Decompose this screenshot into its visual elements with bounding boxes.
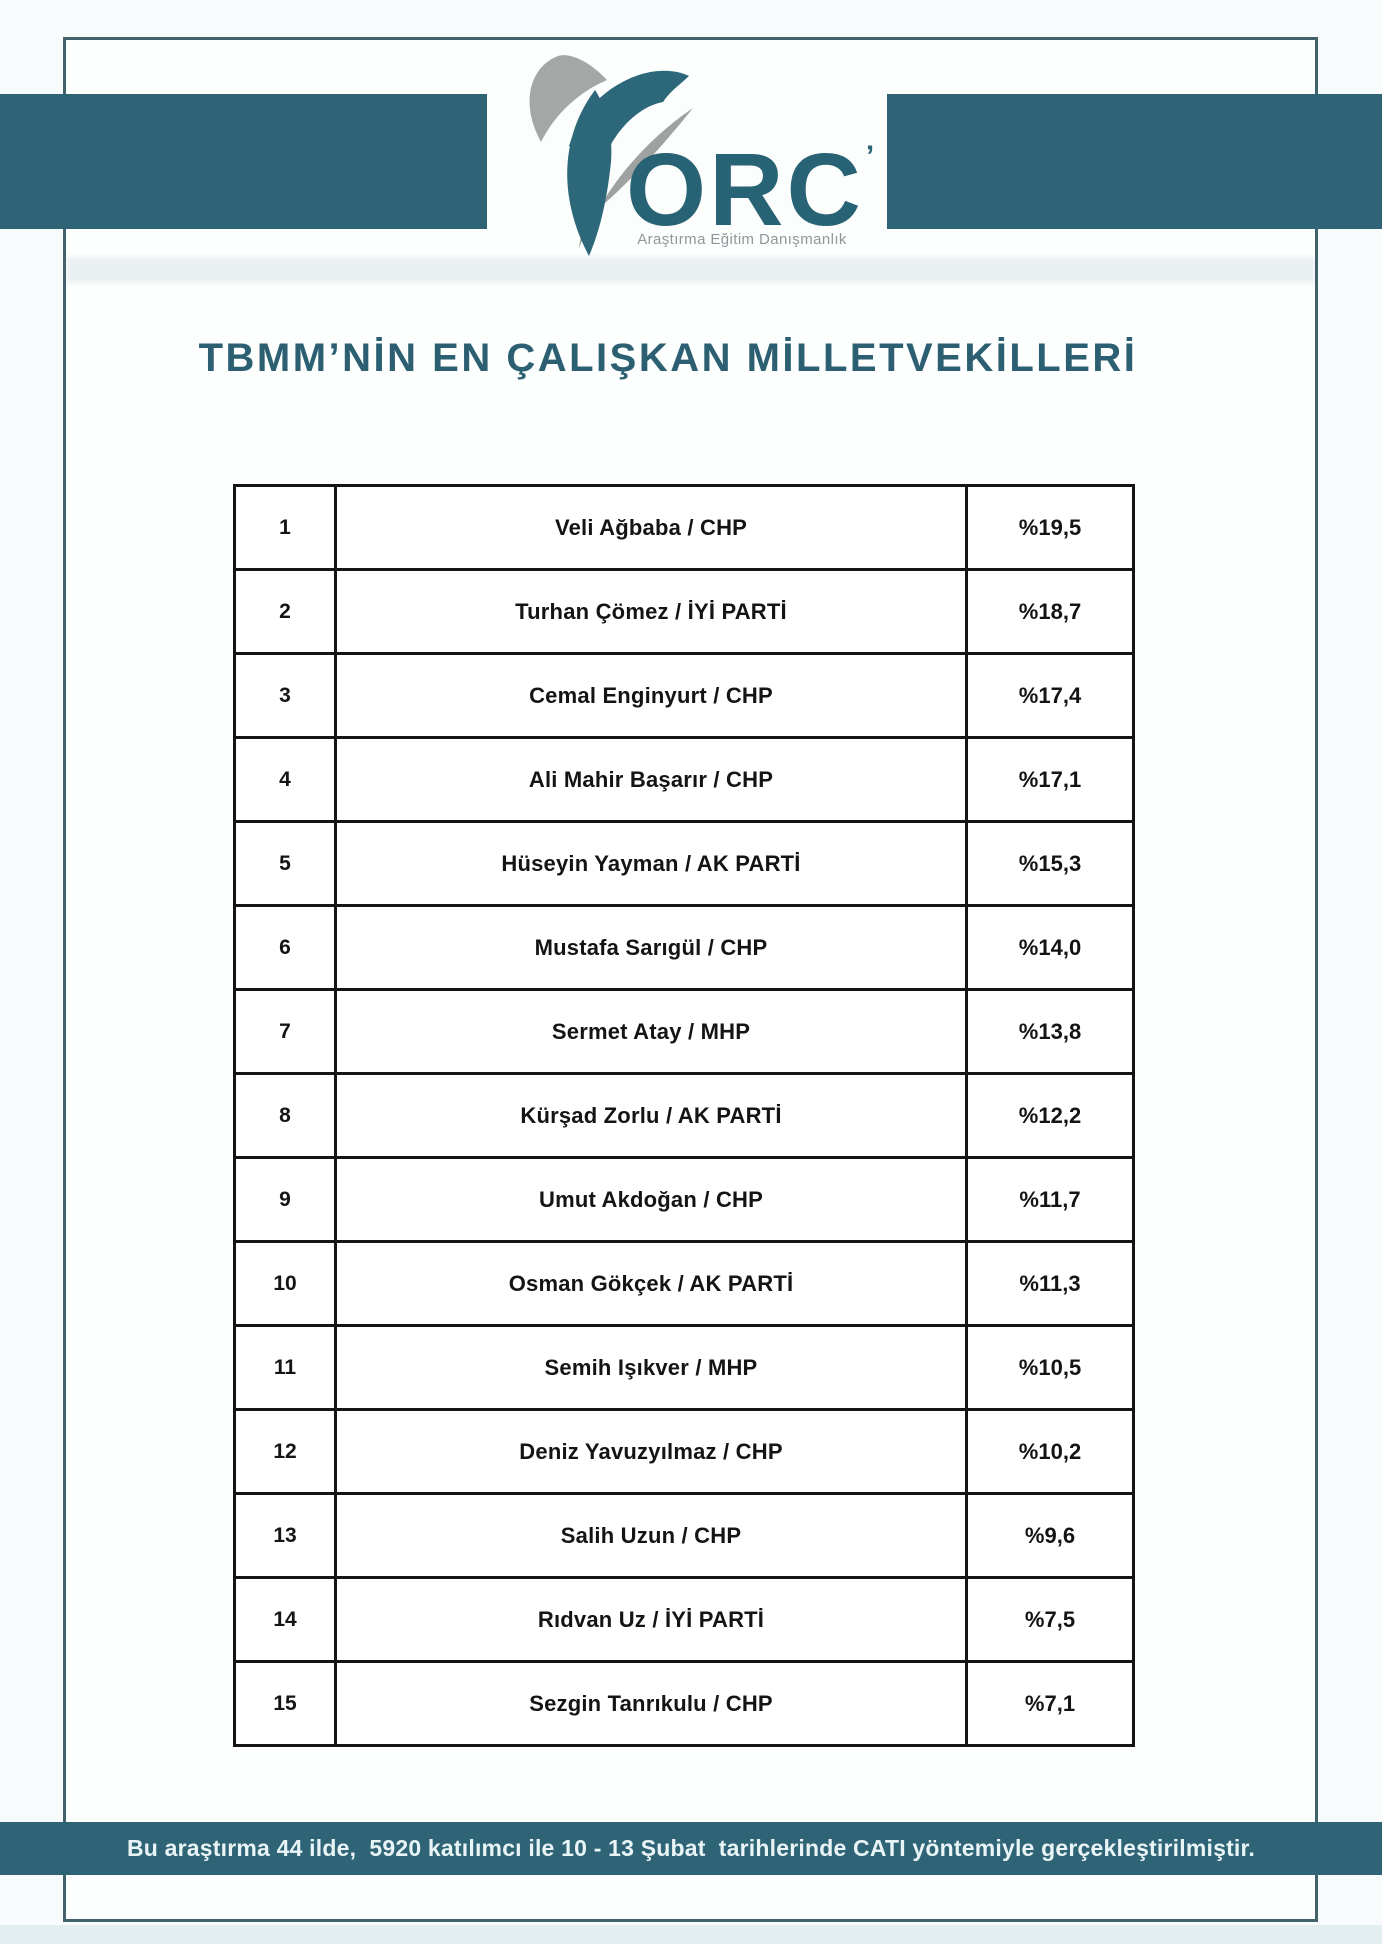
table-row: 10 Osman Gökçek / AK PARTİ %11,3	[233, 1240, 1135, 1327]
value-cell: %11,3	[965, 1240, 1135, 1327]
name-cell: Hüseyin Yayman / AK PARTİ	[334, 820, 968, 907]
table-row: 8 Kürşad Zorlu / AK PARTİ %12,2	[233, 1072, 1135, 1159]
rank-cell: 9	[233, 1156, 337, 1243]
value-cell: %18,7	[965, 568, 1135, 655]
name-cell: Cemal Enginyurt / CHP	[334, 652, 968, 739]
rank-cell: 5	[233, 820, 337, 907]
value-cell: %19,5	[965, 484, 1135, 571]
rank-cell: 8	[233, 1072, 337, 1159]
results-table-body: 1 Veli Ağbaba / CHP %19,5 2 Turhan Çömez…	[233, 484, 1135, 1747]
rank-cell: 15	[233, 1660, 337, 1747]
orc-logo-trademark: ’	[865, 140, 878, 173]
bottom-margin-strip	[0, 1925, 1382, 1944]
table-row: 13 Salih Uzun / CHP %9,6	[233, 1492, 1135, 1579]
name-cell: Osman Gökçek / AK PARTİ	[334, 1240, 968, 1327]
name-cell: Salih Uzun / CHP	[334, 1492, 968, 1579]
rank-cell: 11	[233, 1324, 337, 1411]
name-cell: Veli Ağbaba / CHP	[334, 484, 968, 571]
value-cell: %17,1	[965, 736, 1135, 823]
table-row: 5 Hüseyin Yayman / AK PARTİ %15,3	[233, 820, 1135, 907]
table-row: 14 Rıdvan Uz / İYİ PARTİ %7,5	[233, 1576, 1135, 1663]
band-ghost-artifact	[66, 257, 1315, 283]
table-row: 4 Ali Mahir Başarır / CHP %17,1	[233, 736, 1135, 823]
table-row: 9 Umut Akdoğan / CHP %11,7	[233, 1156, 1135, 1243]
value-cell: %10,2	[965, 1408, 1135, 1495]
table-row: 1 Veli Ağbaba / CHP %19,5	[233, 484, 1135, 571]
rank-cell: 10	[233, 1240, 337, 1327]
table-row: 6 Mustafa Sarıgül / CHP %14,0	[233, 904, 1135, 991]
rank-cell: 3	[233, 652, 337, 739]
name-cell: Turhan Çömez / İYİ PARTİ	[334, 568, 968, 655]
name-cell: Sezgin Tanrıkulu / CHP	[334, 1660, 968, 1747]
value-cell: %13,8	[965, 988, 1135, 1075]
rank-cell: 12	[233, 1408, 337, 1495]
value-cell: %12,2	[965, 1072, 1135, 1159]
table-row: 12 Deniz Yavuzyılmaz / CHP %10,2	[233, 1408, 1135, 1495]
value-cell: %7,1	[965, 1660, 1135, 1747]
value-cell: %17,4	[965, 652, 1135, 739]
rank-cell: 2	[233, 568, 337, 655]
methodology-note: Bu araştırma 44 ilde, 5920 katılımcı ile…	[127, 1835, 1255, 1861]
name-cell: Rıdvan Uz / İYİ PARTİ	[334, 1576, 968, 1663]
name-cell: Mustafa Sarıgül / CHP	[334, 904, 968, 991]
orc-logo-flower-icon	[529, 55, 693, 256]
rank-cell: 14	[233, 1576, 337, 1663]
page-title: TBMM’NİN EN ÇALIŞKAN MİLLETVEKİLLERİ	[198, 336, 1138, 380]
results-table-wrap: 1 Veli Ağbaba / CHP %19,5 2 Turhan Çömez…	[233, 484, 1135, 1747]
table-row: 15 Sezgin Tanrıkulu / CHP %7,1	[233, 1660, 1135, 1747]
orc-logo-tagline: Araştırma Eğitim Danışmanlık	[637, 231, 847, 248]
name-cell: Umut Akdoğan / CHP	[334, 1156, 968, 1243]
value-cell: %10,5	[965, 1324, 1135, 1411]
orc-logo-text: ORC	[626, 132, 864, 247]
rank-cell: 4	[233, 736, 337, 823]
name-cell: Semih Işıkver / MHP	[334, 1324, 968, 1411]
footer-teal-band: Bu araştırma 44 ilde, 5920 katılımcı ile…	[0, 1822, 1382, 1875]
results-table: 1 Veli Ağbaba / CHP %19,5 2 Turhan Çömez…	[233, 484, 1135, 1747]
orc-logo-wordmark: ORC’	[626, 138, 875, 241]
rank-cell: 13	[233, 1492, 337, 1579]
name-cell: Deniz Yavuzyılmaz / CHP	[334, 1408, 968, 1495]
table-row: 2 Turhan Çömez / İYİ PARTİ %18,7	[233, 568, 1135, 655]
value-cell: %15,3	[965, 820, 1135, 907]
rank-cell: 1	[233, 484, 337, 571]
value-cell: %9,6	[965, 1492, 1135, 1579]
rank-cell: 7	[233, 988, 337, 1075]
value-cell: %7,5	[965, 1576, 1135, 1663]
table-row: 7 Sermet Atay / MHP %13,8	[233, 988, 1135, 1075]
rank-cell: 6	[233, 904, 337, 991]
value-cell: %14,0	[965, 904, 1135, 991]
table-row: 3 Cemal Enginyurt / CHP %17,4	[233, 652, 1135, 739]
value-cell: %11,7	[965, 1156, 1135, 1243]
name-cell: Sermet Atay / MHP	[334, 988, 968, 1075]
name-cell: Ali Mahir Başarır / CHP	[334, 736, 968, 823]
name-cell: Kürşad Zorlu / AK PARTİ	[334, 1072, 968, 1159]
table-row: 11 Semih Işıkver / MHP %10,5	[233, 1324, 1135, 1411]
